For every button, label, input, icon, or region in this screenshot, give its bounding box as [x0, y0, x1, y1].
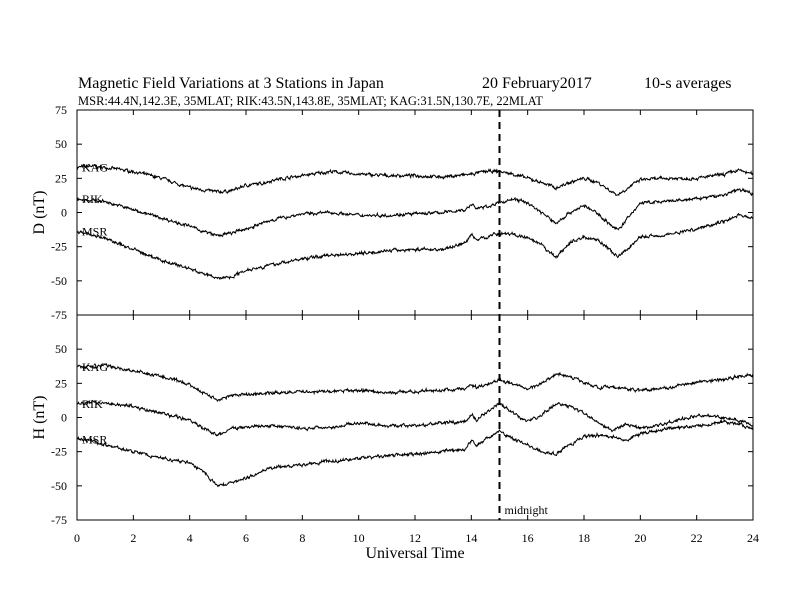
series-label-kag: KAG: [82, 160, 108, 174]
x-tick-label: 6: [243, 531, 249, 545]
y-tick-label: 0: [61, 206, 67, 220]
series-line-msr: [76, 419, 753, 488]
x-axis-label: Universal Time: [365, 545, 464, 562]
y-tick-label: -75: [51, 513, 67, 527]
panel-d: 75 50 25 0 -25 -50 -75 D (nT) KAG RIK MSR: [31, 103, 754, 322]
series-line-rik: [76, 187, 754, 238]
x-tick-label: 4: [187, 531, 193, 545]
y-tick-label: 25: [55, 171, 67, 185]
y-axis-label: D (nT): [31, 191, 48, 235]
station-coordinates: MSR:44.4N,142.3E, 35MLAT; RIK:43.5N,143.…: [78, 94, 543, 108]
y-tick-label: -50: [51, 479, 67, 493]
x-tick-label: 2: [130, 531, 136, 545]
chart-title: Magnetic Field Variations at 3 Stations …: [78, 75, 384, 92]
series-label-rik: RIK: [82, 192, 103, 206]
y-axis-label: H (nT): [31, 396, 48, 440]
x-tick-label: 8: [299, 531, 305, 545]
y-tick-label: 50: [55, 137, 67, 151]
midnight-label: midnight: [505, 503, 549, 517]
x-tick-label: 20: [634, 531, 646, 545]
y-tick-label: 75: [55, 103, 67, 117]
x-tick-label: 12: [409, 531, 421, 545]
chart-averaging: 10-s averages: [644, 75, 732, 92]
x-tick-label: 14: [465, 531, 477, 545]
series-label-msr: MSR: [82, 225, 107, 239]
series-line-msr: [76, 212, 754, 281]
y-tick-label: -75: [51, 308, 67, 322]
x-tick-label: 0: [74, 531, 80, 545]
series-label-kag: KAG: [82, 360, 108, 374]
series-label-rik: RIK: [82, 397, 103, 411]
y-tick-label: 0: [61, 411, 67, 425]
panel-h: 50 25 0 -25 -50 -75 H (nT) KAG RIK MSR: [31, 342, 754, 527]
x-tick-label: 22: [691, 531, 703, 545]
y-tick-label: 25: [55, 376, 67, 390]
x-tick-label: 18: [578, 531, 590, 545]
x-tick-label: 10: [353, 531, 365, 545]
series-line-rik: [76, 399, 754, 437]
x-tick-label: 16: [522, 531, 534, 545]
series-label-msr: MSR: [82, 432, 107, 446]
series-line-kag: [76, 362, 754, 403]
x-tick-label: 24: [747, 531, 759, 545]
y-tick-label: -50: [51, 274, 67, 288]
chart-date: 20 February2017: [482, 75, 592, 92]
y-tick-label: -25: [51, 445, 67, 459]
series-line-kag: [76, 163, 754, 197]
y-tick-label: -25: [51, 240, 67, 254]
y-tick-label: 50: [55, 342, 67, 356]
